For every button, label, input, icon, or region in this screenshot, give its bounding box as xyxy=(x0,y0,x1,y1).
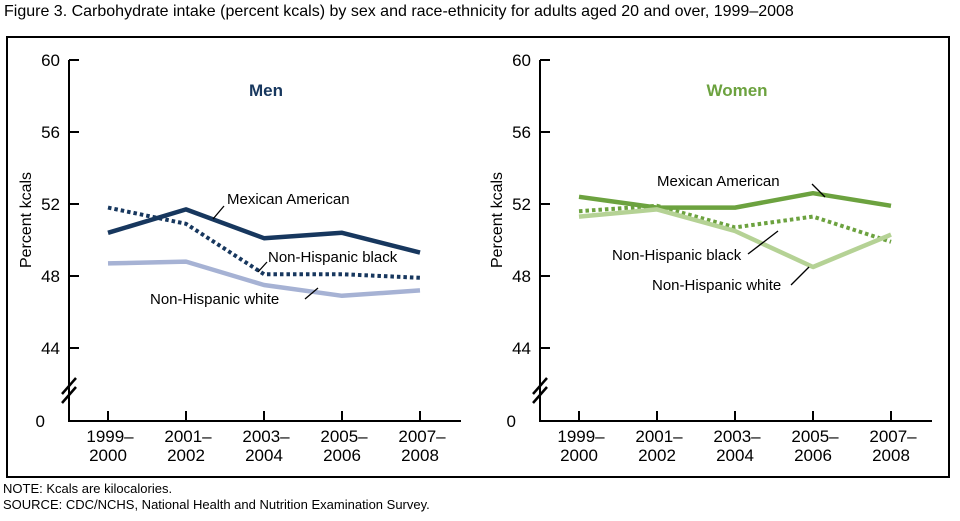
x-tick-label-line2: 2002 xyxy=(638,446,676,465)
x-tick-label-line2: 2008 xyxy=(872,446,910,465)
series-label-non-hispanic-black: Non-Hispanic black xyxy=(268,249,398,266)
note-line: NOTE: Kcals are kilocalories. xyxy=(3,481,173,496)
panel-title-women: Women xyxy=(706,81,767,100)
x-tick-label-line1: 2001– xyxy=(635,427,683,446)
y-axis-title: Percent kcals xyxy=(18,172,35,268)
axis-break-mark xyxy=(61,386,77,404)
y-tick-label: 60 xyxy=(512,51,531,70)
series-label-non-hispanic-black: Non-Hispanic black xyxy=(612,247,742,264)
y-tick-label: 44 xyxy=(41,339,60,358)
x-tick-label-line1: 1999– xyxy=(557,427,605,446)
source-line: SOURCE: CDC/NCHS, National Health and Nu… xyxy=(3,496,430,512)
axis-break-mark xyxy=(532,377,548,395)
chart-frame: 60 56 52 48 44 0 1999– 2000 2001– 2002 2003– 2004 20… xyxy=(6,36,950,478)
leader-line-mexican-american xyxy=(212,205,225,220)
line-mexican-american xyxy=(578,190,892,210)
x-tick-label-line1: 1999– xyxy=(86,427,134,446)
men-chart-panel: 60 56 52 48 44 0 1999–2000 2001–2002 2003–2004 20… xyxy=(18,51,461,465)
y-tick-label: 56 xyxy=(512,123,531,142)
y-tick-label: 44 xyxy=(512,339,531,358)
line-non-hispanic-black xyxy=(107,205,421,280)
x-tick-label-line2: 2000 xyxy=(560,446,598,465)
x-tick-label-line2: 2006 xyxy=(323,446,361,465)
series-label-mexican-american: Mexican American xyxy=(657,173,780,190)
leader-line-mexican-american xyxy=(811,183,826,198)
line-non-hispanic-white xyxy=(107,259,421,299)
y-axis-title: Percent kcals xyxy=(489,172,506,268)
x-tick-label-line2: 2000 xyxy=(89,446,127,465)
x-tick-label-line2: 2008 xyxy=(401,446,439,465)
series-label-non-hispanic-white: Non-Hispanic white xyxy=(150,291,279,308)
y-tick-label: 52 xyxy=(41,195,60,214)
x-tick-label-line1: 2003– xyxy=(242,427,290,446)
women-chart-panel: 60 56 52 48 44 0 1999–2000 2001–2002 2003–2004 20… xyxy=(489,51,932,465)
leader-line-non-hispanic-white xyxy=(790,266,810,286)
y-tick-label: 52 xyxy=(512,195,531,214)
axis-break-mark xyxy=(61,377,77,395)
line-non-hispanic-white xyxy=(578,207,892,270)
leader-line-non-hispanic-white xyxy=(304,287,319,300)
y-tick-label: 48 xyxy=(512,267,531,286)
y-tick-label: 56 xyxy=(41,123,60,142)
series-label-mexican-american: Mexican American xyxy=(227,191,350,208)
y-tick-label: 48 xyxy=(41,267,60,286)
x-tick-label-line2: 2004 xyxy=(245,446,283,465)
figure-title: Figure 3. Carbohydrate intake (percent k… xyxy=(4,3,794,20)
series-label-non-hispanic-white: Non-Hispanic white xyxy=(652,277,781,294)
leader-line-non-hispanic-black xyxy=(257,261,268,273)
footnotes: NOTE: Kcals are kilocalories. SOURCE: CD… xyxy=(3,481,430,512)
x-tick-label-line1: 2005– xyxy=(320,427,368,446)
panel-title-men: Men xyxy=(249,81,283,100)
axis-break-mark xyxy=(532,386,548,404)
line-non-hispanic-black xyxy=(578,203,892,244)
y-tick-label: 60 xyxy=(41,51,60,70)
x-tick-label-line2: 2002 xyxy=(167,446,205,465)
leader-line-non-hispanic-black xyxy=(747,230,779,255)
y-baseline-label: 0 xyxy=(507,412,516,431)
x-tick-label-line1: 2001– xyxy=(164,427,212,446)
x-tick-label-line2: 2004 xyxy=(716,446,754,465)
x-tick-label-line2: 2006 xyxy=(794,446,832,465)
x-tick-label-line1: 2007– xyxy=(398,427,446,446)
y-baseline-label: 0 xyxy=(36,412,45,431)
x-tick-label-line1: 2003– xyxy=(713,427,761,446)
x-tick-label-line1: 2005– xyxy=(791,427,839,446)
x-tick-label-line1: 2007– xyxy=(869,427,917,446)
